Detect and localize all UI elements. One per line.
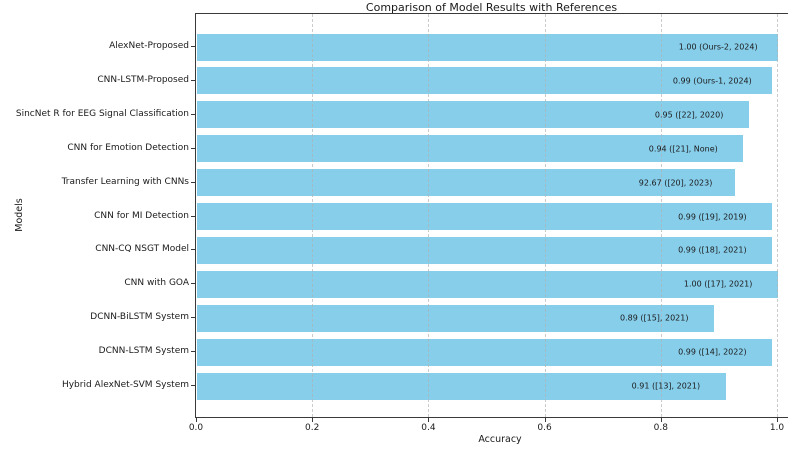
y-tick-label: CNN-LSTM-Proposed bbox=[97, 74, 189, 85]
gridline-x-1.0 bbox=[777, 14, 778, 417]
x-tick-mark bbox=[544, 418, 546, 422]
y-tick-mark bbox=[191, 113, 195, 115]
bar-value-label: 0.94 ([21], None) bbox=[648, 144, 718, 154]
y-tick-mark bbox=[191, 283, 195, 285]
bar-value-label: 0.99 ([18], 2021) bbox=[678, 245, 747, 255]
gridline-x-0.4 bbox=[428, 14, 430, 417]
bar-value-label: 0.99 ([14], 2022) bbox=[678, 347, 747, 357]
x-tick-mark bbox=[428, 418, 430, 422]
x-tick-label: 1.0 bbox=[769, 423, 785, 433]
bar-value-label: 92.67 ([20], 2023) bbox=[638, 178, 713, 188]
bar-2 bbox=[197, 101, 749, 129]
y-tick-label: DCNN-BiLSTM System bbox=[90, 312, 189, 323]
bar-7 bbox=[197, 270, 778, 298]
y-tick-mark bbox=[191, 46, 195, 47]
bar-value-label: 0.99 (Ours-1, 2024) bbox=[672, 76, 752, 86]
y-tick-mark bbox=[191, 181, 195, 183]
bar-10 bbox=[197, 372, 726, 400]
y-tick-label: SincNet R for EEG Signal Classification bbox=[15, 108, 189, 119]
chart-title: Comparison of Model Results with Referen… bbox=[365, 1, 618, 14]
x-tick-label: 0.6 bbox=[537, 423, 552, 433]
bar-value-label: 1.00 (Ours-2, 2024) bbox=[678, 42, 758, 52]
x-tick-mark bbox=[312, 418, 314, 422]
y-tick-label: Hybrid AlexNet-SVM System bbox=[61, 380, 189, 390]
bar-6 bbox=[197, 236, 773, 264]
y-tick-label: CNN for MI Detection bbox=[94, 210, 189, 221]
bar-1 bbox=[197, 67, 773, 95]
x-axis-label: Accuracy bbox=[478, 434, 522, 445]
y-tick-label: CNN-CQ NSGT Model bbox=[95, 244, 189, 255]
y-tick-mark bbox=[191, 249, 195, 251]
bar-value-label: 1.00 ([17], 2021) bbox=[683, 279, 753, 289]
bar-0 bbox=[197, 33, 778, 61]
y-tick-mark bbox=[191, 351, 195, 353]
bar-value-label: 0.91 ([13], 2021) bbox=[631, 381, 701, 391]
bar-5 bbox=[197, 203, 773, 230]
gridline-x-0.6 bbox=[544, 14, 546, 417]
y-tick-mark bbox=[191, 385, 195, 386]
y-tick-label: DCNN-LSTM System bbox=[98, 346, 189, 357]
x-tick-label: 0.8 bbox=[653, 423, 668, 433]
gridline-x-0.8 bbox=[660, 14, 662, 417]
bar-4 bbox=[197, 169, 736, 197]
bar-value-label: 0.99 ([19], 2019) bbox=[678, 212, 747, 221]
bar-8 bbox=[197, 304, 715, 332]
bar-3 bbox=[197, 135, 744, 163]
gridline-x-0.2 bbox=[312, 14, 314, 417]
y-tick-label: Transfer Learning with CNNs bbox=[61, 176, 189, 187]
y-tick-mark bbox=[191, 147, 195, 149]
x-tick-mark bbox=[196, 418, 197, 422]
x-tick-label: 0.2 bbox=[305, 423, 320, 433]
bar-value-label: 0.89 ([15], 2021) bbox=[620, 313, 689, 323]
x-tick-label: 0.0 bbox=[188, 423, 204, 433]
bar-value-label: 0.95 ([22], 2020) bbox=[654, 110, 724, 120]
x-tick-label: 0.4 bbox=[421, 423, 436, 433]
x-tick-mark bbox=[660, 418, 662, 422]
y-tick-mark bbox=[191, 317, 195, 319]
bar-9 bbox=[197, 338, 773, 366]
y-tick-label: AlexNet-Proposed bbox=[109, 41, 189, 51]
y-tick-mark bbox=[191, 79, 195, 81]
plot-area: 1.00 (Ours-2, 2024) 0.99 (Ours-1, 2024) 0.… bbox=[195, 13, 788, 418]
y-tick-mark bbox=[191, 215, 195, 217]
y-tick-label: CNN for Emotion Detection bbox=[67, 142, 189, 153]
x-tick-mark bbox=[777, 418, 778, 422]
y-tick-label: CNN with GOA bbox=[124, 278, 189, 289]
